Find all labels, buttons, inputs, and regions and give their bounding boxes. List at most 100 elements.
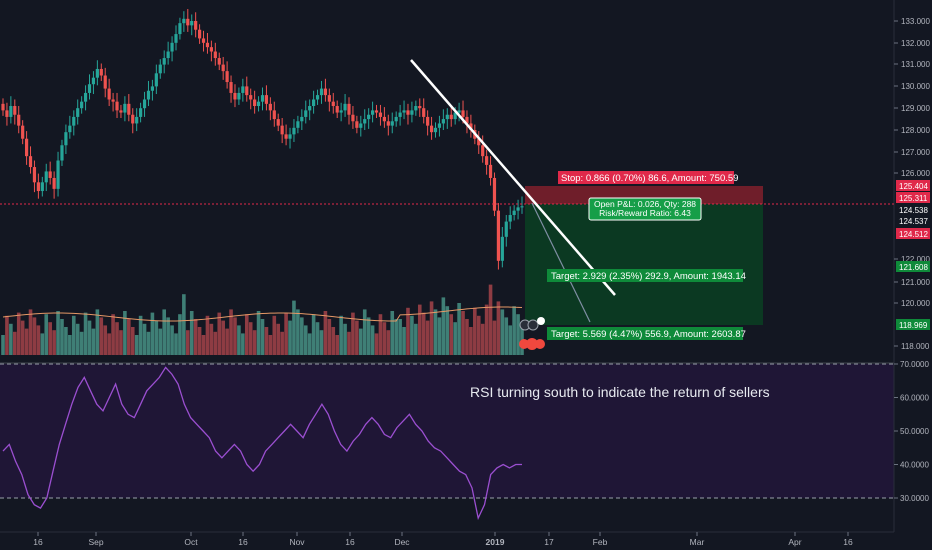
candle-body: [394, 116, 398, 122]
candle-body: [190, 21, 194, 26]
volume-bar: [134, 335, 139, 355]
volume-bar: [252, 330, 257, 355]
stop-zone[interactable]: [525, 186, 763, 204]
candle-body: [437, 123, 442, 128]
volume-bar: [516, 314, 520, 355]
volume-bar: [189, 311, 194, 355]
target1-label: Target: 2.929 (2.35%) 292.9, Amount: 194…: [551, 271, 746, 282]
time-tick-label: Apr: [788, 537, 801, 547]
volume-bar: [339, 315, 343, 355]
candle-body: [166, 51, 170, 59]
candle-body: [461, 110, 465, 117]
volume-bar: [484, 304, 489, 355]
candle-body: [249, 95, 253, 100]
volume-bar: [130, 327, 135, 355]
candle-body: [418, 106, 422, 109]
candle-body: [213, 51, 217, 59]
candle-body: [260, 95, 265, 102]
candle-body: [347, 103, 351, 115]
event-icon[interactable]: [527, 319, 539, 331]
candle-body: [194, 21, 198, 30]
candle-body: [351, 114, 355, 122]
open-pnl-label: Open P&L: 0.026, Qty: 288: [594, 199, 696, 209]
volume-bar: [79, 331, 84, 355]
volume-bar: [256, 311, 261, 355]
volume-bar: [197, 327, 202, 355]
target-zone[interactable]: [525, 204, 763, 325]
volume-bar: [182, 294, 186, 355]
volume-bar: [445, 306, 450, 355]
rsi-tick-label: 70.0000: [900, 360, 929, 369]
volume-bar: [162, 309, 167, 355]
volume-bar: [174, 333, 178, 355]
volume-bar: [217, 312, 222, 355]
candle-body: [374, 110, 379, 113]
volume-bar: [111, 314, 115, 355]
volume-bar: [142, 323, 147, 355]
candle-body: [1, 103, 5, 111]
volume-bar: [119, 330, 123, 355]
candle-body: [284, 134, 288, 139]
volume-bar: [75, 323, 80, 355]
trendline[interactable]: [410, 59, 616, 296]
volume-ma-line: [2, 306, 523, 322]
candle-body: [492, 177, 497, 211]
volume-bar: [508, 325, 513, 355]
dividend-icon[interactable]: [535, 339, 545, 349]
volume-bar: [504, 317, 509, 355]
candle-body: [142, 99, 147, 109]
volume-bar: [414, 323, 418, 355]
candle-body: [378, 112, 383, 117]
time-axis[interactable]: 16 Sep Oct 16 Nov 16 Dec 2019 17 Feb Mar Apr 16: [33, 532, 853, 547]
candle-body: [288, 134, 292, 139]
volume-bar: [425, 320, 430, 355]
volume-bar: [358, 328, 363, 355]
candle-body: [343, 103, 347, 111]
candle-body: [60, 145, 64, 161]
price-label-box: [896, 319, 930, 330]
candle-body: [56, 160, 60, 189]
candle-body: [64, 132, 68, 146]
volume-bar: [32, 317, 37, 355]
dividend-icon[interactable]: [519, 339, 529, 349]
dividend-icon[interactable]: [526, 338, 538, 350]
volume-bar: [71, 315, 76, 355]
volume-bar: [347, 331, 351, 355]
event-badge-icon[interactable]: [537, 317, 545, 325]
candle-body: [390, 121, 394, 126]
volume-bar: [209, 323, 214, 355]
candle-body: [68, 125, 72, 133]
volume-bar: [9, 323, 13, 355]
candle-body: [414, 106, 418, 111]
price-axis[interactable]: 133.000 132.000 131.000 130.000 129.000 128.0…: [894, 17, 930, 351]
volume-bar: [402, 327, 406, 355]
time-tick-label: 17: [544, 537, 554, 547]
volume-bar: [56, 311, 60, 355]
time-tick-label: Mar: [690, 537, 705, 547]
volume-bar: [260, 319, 265, 355]
candle-body: [508, 215, 512, 222]
rsi-band: [0, 364, 894, 498]
target2-label-box: [547, 327, 743, 340]
volume-bar: [382, 322, 387, 355]
volume-bar: [115, 322, 119, 355]
candle-body: [315, 95, 320, 100]
candle-body: [441, 119, 445, 124]
candle-body: [107, 88, 111, 100]
volume-bar: [453, 322, 457, 355]
rsi-axis[interactable]: 70.0000 60.0000 50.0000 40.0000 30.0000: [894, 360, 929, 503]
price-tick-label: 128.000: [901, 126, 930, 135]
price-tick-label: 133.000: [901, 17, 930, 26]
candle-body: [488, 164, 493, 178]
price-label: 124.512: [899, 230, 928, 239]
candle-body: [410, 110, 414, 115]
price-label-box: [896, 215, 930, 226]
volume-bar: [272, 315, 277, 355]
candle-body: [115, 101, 119, 111]
candle-body: [422, 108, 426, 117]
volume-bar: [20, 320, 25, 355]
volume-bar: [248, 322, 253, 355]
rsi-tick-label: 30.0000: [900, 494, 929, 503]
time-tick-label: Dec: [394, 537, 410, 547]
